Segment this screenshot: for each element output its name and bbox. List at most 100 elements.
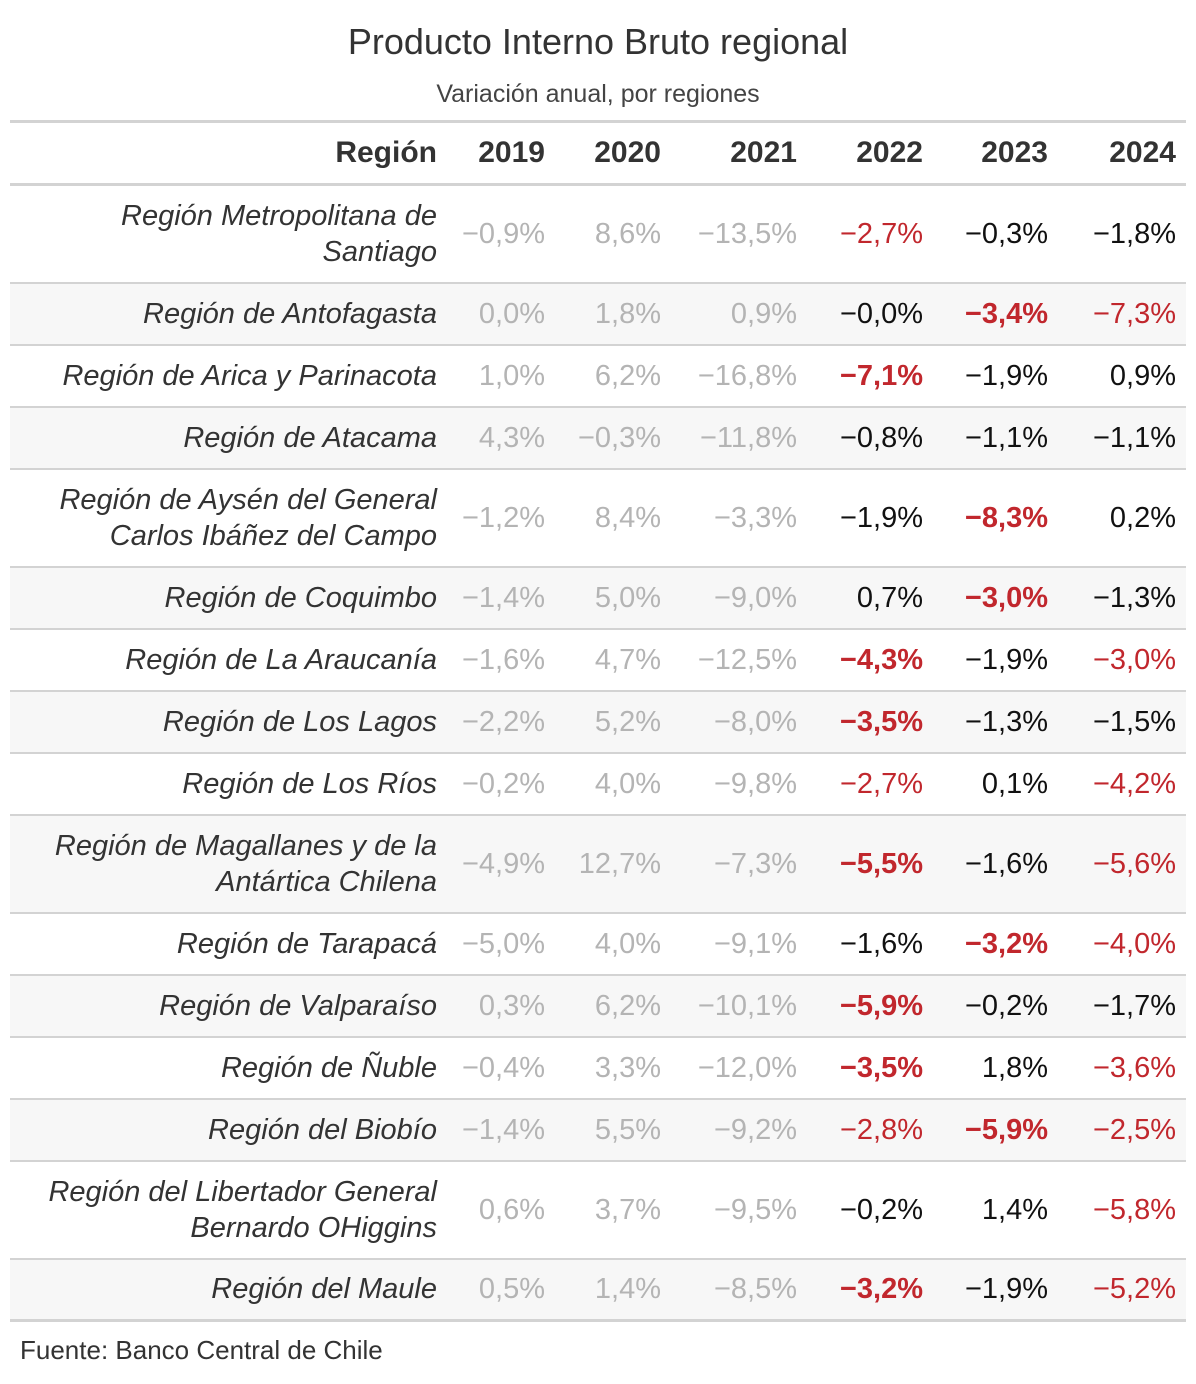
cell-2023: −3,0% xyxy=(933,566,1058,630)
cell-2020: 8,6% xyxy=(555,184,671,284)
cell-2023: −1,1% xyxy=(933,406,1058,470)
region-name: Región del Maule xyxy=(10,1258,447,1322)
cell-2019: 0,6% xyxy=(447,1160,555,1260)
cell-2023: −1,9% xyxy=(933,1258,1058,1322)
column-header-region: Región xyxy=(10,120,447,186)
column-header-2019: 2019 xyxy=(447,120,555,186)
cell-2021: −12,5% xyxy=(671,628,807,692)
cell-2019: −1,6% xyxy=(447,628,555,692)
column-header-2022: 2022 xyxy=(807,120,933,186)
cell-2023: −8,3% xyxy=(933,468,1058,568)
table-row: Región de Los Lagos −2,2% 5,2% −8,0% −3,… xyxy=(10,690,1186,754)
cell-2020: 12,7% xyxy=(555,814,671,914)
region-name: Región de Antofagasta xyxy=(10,282,447,346)
cell-2024: 0,9% xyxy=(1058,344,1186,408)
cell-2024: −7,3% xyxy=(1058,282,1186,346)
cell-2020: 1,4% xyxy=(555,1258,671,1322)
cell-2020: 3,3% xyxy=(555,1036,671,1100)
region-name: Región de Tarapacá xyxy=(10,912,447,976)
cell-2024: −1,8% xyxy=(1058,184,1186,284)
cell-2019: 0,0% xyxy=(447,282,555,346)
cell-2024: −1,7% xyxy=(1058,974,1186,1038)
region-name: Región de La Araucanía xyxy=(10,628,447,692)
cell-2022: −2,7% xyxy=(807,752,933,816)
table-row: Región de Los Ríos −0,2% 4,0% −9,8% −2,7… xyxy=(10,752,1186,816)
cell-2022: −3,2% xyxy=(807,1258,933,1322)
cell-2023: −1,9% xyxy=(933,344,1058,408)
table-row: Región de Coquimbo −1,4% 5,0% −9,0% 0,7%… xyxy=(10,566,1186,630)
cell-2024: 0,2% xyxy=(1058,468,1186,568)
cell-2021: −9,8% xyxy=(671,752,807,816)
cell-2024: −1,5% xyxy=(1058,690,1186,754)
cell-2022: −0,8% xyxy=(807,406,933,470)
cell-2021: −9,1% xyxy=(671,912,807,976)
cell-2022: −1,6% xyxy=(807,912,933,976)
table-row: Región del Biobío −1,4% 5,5% −9,2% −2,8%… xyxy=(10,1098,1186,1162)
cell-2020: −0,3% xyxy=(555,406,671,470)
cell-2020: 3,7% xyxy=(555,1160,671,1260)
cell-2024: −5,8% xyxy=(1058,1160,1186,1260)
cell-2022: −5,9% xyxy=(807,974,933,1038)
cell-2019: −1,2% xyxy=(447,468,555,568)
cell-2024: −5,2% xyxy=(1058,1258,1186,1322)
table-row: Región del Maule 0,5% 1,4% −8,5% −3,2% −… xyxy=(10,1258,1186,1322)
cell-2022: −3,5% xyxy=(807,1036,933,1100)
cell-2024: −1,1% xyxy=(1058,406,1186,470)
cell-2019: −0,2% xyxy=(447,752,555,816)
cell-2021: −16,8% xyxy=(671,344,807,408)
cell-2021: −10,1% xyxy=(671,974,807,1038)
cell-2021: −11,8% xyxy=(671,406,807,470)
region-name: Región de Coquimbo xyxy=(10,566,447,630)
cell-2021: −3,3% xyxy=(671,468,807,568)
column-header-2024: 2024 xyxy=(1058,120,1186,186)
region-name: Región de Los Ríos xyxy=(10,752,447,816)
cell-2020: 4,7% xyxy=(555,628,671,692)
cell-2021: −7,3% xyxy=(671,814,807,914)
cell-2020: 8,4% xyxy=(555,468,671,568)
table-row: Región Metropolitana de Santiago −0,9% 8… xyxy=(10,184,1186,284)
cell-2020: 4,0% xyxy=(555,912,671,976)
region-name: Región Metropolitana de Santiago xyxy=(10,184,447,284)
region-name: Región de Ñuble xyxy=(10,1036,447,1100)
cell-2021: −9,5% xyxy=(671,1160,807,1260)
cell-2021: −9,2% xyxy=(671,1098,807,1162)
cell-2019: −0,4% xyxy=(447,1036,555,1100)
cell-2019: 4,3% xyxy=(447,406,555,470)
page-title: Producto Interno Bruto regional xyxy=(347,21,849,62)
cell-2020: 5,2% xyxy=(555,690,671,754)
cell-2023: −0,3% xyxy=(933,184,1058,284)
cell-2022: −0,0% xyxy=(807,282,933,346)
cell-2023: 0,1% xyxy=(933,752,1058,816)
cell-2022: −7,1% xyxy=(807,344,933,408)
region-name: Región del Biobío xyxy=(10,1098,447,1162)
cell-2022: −2,8% xyxy=(807,1098,933,1162)
cell-2022: −4,3% xyxy=(807,628,933,692)
cell-2021: −8,5% xyxy=(671,1258,807,1322)
cell-2021: −13,5% xyxy=(671,184,807,284)
table-row: Región de Aysén del General Carlos Ibáñe… xyxy=(10,468,1186,568)
column-header-2023: 2023 xyxy=(933,120,1058,186)
cell-2022: −1,9% xyxy=(807,468,933,568)
cell-2021: 0,9% xyxy=(671,282,807,346)
table-row: Región de Tarapacá −5,0% 4,0% −9,1% −1,6… xyxy=(10,912,1186,976)
table-row: Región de Antofagasta 0,0% 1,8% 0,9% −0,… xyxy=(10,282,1186,346)
cell-2020: 1,8% xyxy=(555,282,671,346)
column-header-2020: 2020 xyxy=(555,120,671,186)
cell-2024: −5,6% xyxy=(1058,814,1186,914)
table-row: Región del Libertador General Bernardo O… xyxy=(10,1160,1186,1260)
cell-2024: −1,3% xyxy=(1058,566,1186,630)
cell-2019: −5,0% xyxy=(447,912,555,976)
cell-2019: −1,4% xyxy=(447,1098,555,1162)
cell-2020: 6,2% xyxy=(555,974,671,1038)
source-note: Fuente: Banco Central de Chile xyxy=(20,1335,383,1365)
cell-2019: 0,5% xyxy=(447,1258,555,1322)
cell-2021: −8,0% xyxy=(671,690,807,754)
region-name: Región de Atacama xyxy=(10,406,447,470)
cell-2023: −1,9% xyxy=(933,628,1058,692)
cell-2020: 6,2% xyxy=(555,344,671,408)
cell-2023: −5,9% xyxy=(933,1098,1058,1162)
cell-2021: −12,0% xyxy=(671,1036,807,1100)
cell-2019: −4,9% xyxy=(447,814,555,914)
table-header-row: Región 2019 2020 2021 2022 2023 2024 xyxy=(10,120,1186,186)
